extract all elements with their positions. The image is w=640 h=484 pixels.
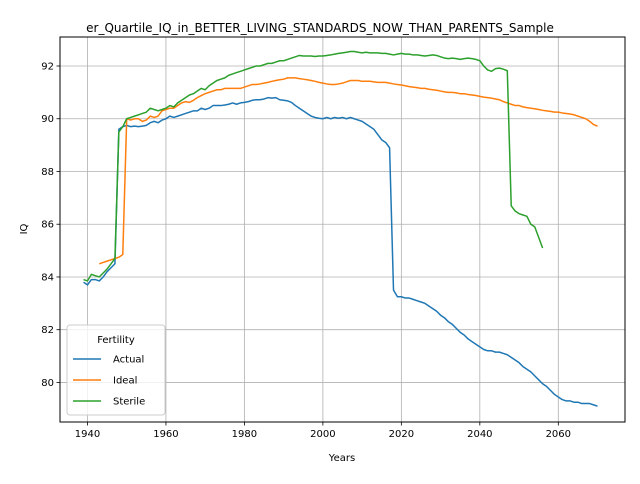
y-tick-label: 86	[41, 220, 54, 231]
y-tick-label: 88	[41, 167, 54, 178]
legend-box	[66, 324, 166, 416]
series-lines	[83, 50, 598, 407]
x-tick-label: 2060	[546, 429, 571, 440]
legend-label-ideal: Ideal	[113, 376, 137, 387]
x-tick-label: 1980	[232, 429, 257, 440]
legend: Fertility Actual Ideal Sterile	[66, 324, 166, 416]
legend-label-actual: Actual	[113, 355, 144, 366]
legend-entries: Actual Ideal Sterile	[73, 355, 145, 408]
y-tick-label: 80	[41, 378, 54, 389]
chart-title: er_Quartile_IQ_in_BETTER_LIVING_STANDARD…	[86, 21, 554, 35]
x-tick-label: 1940	[75, 429, 100, 440]
x-axis-ticks: 1940 1960 1980 2000 2020 2040 2060	[75, 422, 571, 440]
y-tick-label: 84	[41, 272, 54, 283]
plot-frame	[59, 36, 626, 423]
y-tick-label: 82	[41, 325, 54, 336]
series-line-sterile	[83, 50, 544, 282]
y-tick-label: 90	[41, 114, 54, 125]
y-axis-ticks: 80 82 84 86 88 90 92	[41, 62, 60, 389]
y-tick-label: 92	[41, 62, 54, 73]
x-tick-label: 2020	[389, 429, 414, 440]
y-axis-label: IQ	[19, 223, 30, 234]
legend-label-sterile: Sterile	[113, 397, 145, 408]
legend-title: Fertility	[97, 335, 135, 346]
series-line-ideal	[99, 77, 598, 265]
series-line-actual	[83, 96, 598, 407]
x-tick-label: 1960	[153, 429, 178, 440]
x-axis-label: Years	[328, 453, 355, 464]
x-tick-label: 2040	[467, 429, 492, 440]
x-tick-label: 2000	[310, 429, 335, 440]
